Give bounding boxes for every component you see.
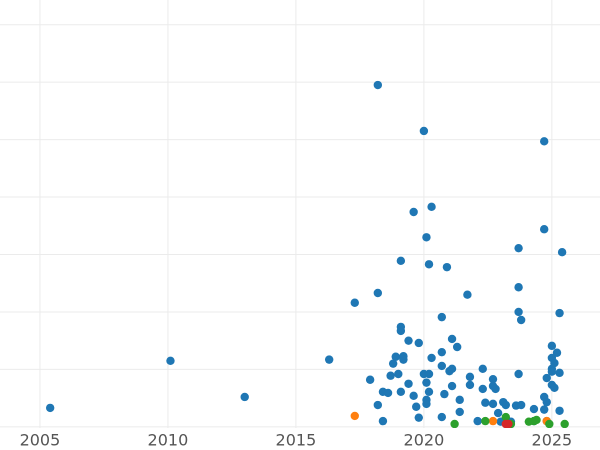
point	[414, 338, 423, 348]
x-tick-label: 2025	[532, 431, 573, 450]
point	[514, 307, 523, 317]
point	[532, 415, 541, 425]
point	[437, 347, 447, 357]
point	[399, 355, 408, 364]
point	[422, 378, 431, 387]
point	[388, 359, 398, 368]
point	[539, 405, 549, 414]
point	[488, 416, 498, 426]
point	[491, 384, 500, 394]
point	[424, 387, 434, 397]
point	[440, 389, 449, 399]
point	[437, 361, 447, 371]
point	[350, 411, 359, 421]
point	[424, 369, 434, 379]
point	[324, 355, 334, 364]
point	[529, 404, 539, 414]
point	[473, 416, 482, 426]
point	[373, 288, 383, 298]
point	[539, 137, 549, 146]
point	[501, 412, 511, 422]
point	[383, 388, 393, 398]
point	[542, 373, 551, 383]
point	[516, 315, 526, 325]
point	[455, 407, 464, 417]
point	[240, 392, 249, 402]
point	[465, 380, 475, 390]
point	[493, 408, 503, 418]
point	[560, 419, 569, 428]
point	[350, 298, 359, 307]
point	[378, 416, 388, 426]
point	[442, 262, 452, 272]
point	[557, 248, 567, 257]
point	[465, 372, 475, 382]
x-tick-label: 2010	[148, 431, 189, 450]
point	[539, 225, 549, 234]
point	[404, 336, 413, 345]
point	[414, 413, 423, 422]
point	[45, 403, 55, 413]
point	[409, 391, 418, 401]
point	[422, 399, 431, 409]
point	[488, 374, 498, 384]
point	[450, 419, 459, 428]
x-tick-label: 2020	[404, 431, 445, 450]
point	[166, 356, 175, 365]
point	[514, 369, 523, 379]
point	[504, 419, 513, 428]
point	[501, 400, 511, 410]
x-tick-label: 2005	[20, 431, 61, 450]
point	[555, 368, 564, 378]
point	[447, 334, 457, 344]
point	[396, 387, 406, 397]
point	[478, 384, 487, 394]
point	[514, 243, 523, 253]
point	[365, 375, 375, 384]
point	[424, 260, 434, 269]
point	[547, 341, 557, 351]
grid	[0, 0, 600, 428]
point	[478, 364, 487, 374]
point	[394, 369, 403, 379]
point	[437, 312, 447, 322]
point	[396, 326, 406, 336]
point	[455, 395, 464, 405]
point	[481, 398, 490, 407]
point	[409, 207, 418, 217]
point	[396, 256, 406, 266]
x-tick-label: 2015	[276, 431, 317, 450]
point	[386, 371, 395, 380]
point	[437, 412, 447, 422]
point	[481, 416, 490, 426]
point	[550, 383, 559, 392]
point	[555, 308, 564, 318]
point	[514, 283, 523, 292]
point	[427, 353, 436, 363]
point	[419, 126, 429, 136]
point	[545, 419, 554, 428]
point	[412, 402, 421, 411]
point	[452, 342, 462, 352]
point	[463, 290, 472, 299]
point	[373, 400, 383, 410]
point	[555, 406, 564, 415]
plot-area	[45, 80, 569, 428]
point	[488, 399, 498, 409]
point	[447, 364, 457, 374]
point	[427, 202, 436, 212]
point	[547, 367, 557, 376]
point	[447, 381, 457, 391]
point	[391, 352, 400, 361]
point	[516, 400, 526, 410]
point	[373, 80, 383, 90]
point	[552, 348, 562, 357]
point	[404, 379, 413, 388]
point	[542, 397, 551, 407]
point	[422, 233, 431, 242]
